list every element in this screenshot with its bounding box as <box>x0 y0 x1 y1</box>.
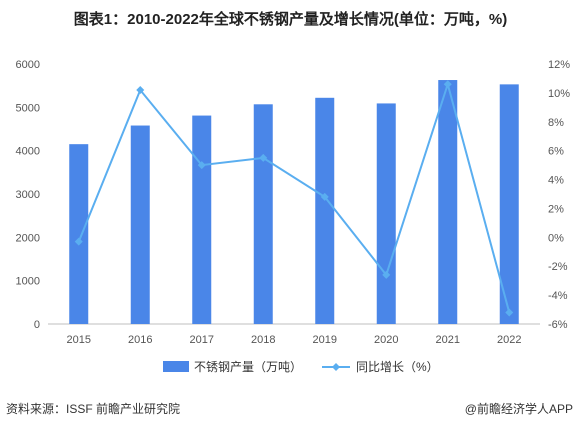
y-right-tick-label: 2% <box>548 203 564 215</box>
y-right-tick-label: 8% <box>548 117 564 129</box>
chart-title: 图表1：2010-2022年全球不锈钢产量及增长情况(单位：万吨，%) <box>73 11 508 28</box>
y-right-tick-label: -4% <box>548 290 568 302</box>
y-right-tick-label: -6% <box>548 319 568 331</box>
legend-bar-label: 不锈钢产量（万吨） <box>194 360 302 374</box>
y-right-tick-label: -2% <box>548 261 568 273</box>
y-left-tick-label: 1000 <box>16 276 40 288</box>
growth-point <box>259 153 268 162</box>
growth-point <box>136 86 145 94</box>
y-right-tick-label: 0% <box>548 232 564 244</box>
bar <box>192 115 212 324</box>
credit-note: @前瞻经济学人APP <box>464 402 573 416</box>
growth-point <box>320 192 329 201</box>
y-left-tick-label: 2000 <box>16 232 40 244</box>
y-left-tick-label: 3000 <box>16 189 40 201</box>
x-tick-label: 2018 <box>251 334 275 346</box>
x-tick-label: 2022 <box>497 334 521 346</box>
bar <box>315 97 335 324</box>
x-tick-label: 2021 <box>436 334 460 346</box>
y-left-tick-label: 0 <box>34 319 40 331</box>
x-tick-label: 2016 <box>128 334 152 346</box>
y-right-tick-label: 10% <box>548 88 570 100</box>
bar <box>130 125 150 325</box>
legend-line-marker <box>332 363 340 371</box>
legend-bar-swatch <box>163 361 189 372</box>
growth-line <box>77 80 511 313</box>
y-left-tick-label: 5000 <box>16 102 40 114</box>
y-right-tick-label: 6% <box>548 146 564 158</box>
growth-point <box>197 161 206 170</box>
x-tick-label: 2017 <box>190 334 214 346</box>
legend-line-label: 同比增长（%） <box>356 360 439 374</box>
bar <box>69 144 89 324</box>
bar <box>438 80 458 325</box>
x-tick-label: 2019 <box>313 334 337 346</box>
growth-point <box>74 237 83 246</box>
growth-point <box>382 270 391 279</box>
y-right-tick-label: 4% <box>548 175 564 187</box>
growth-point <box>443 80 452 89</box>
source-note: 资料来源：ISSF 前瞻产业研究院 <box>6 402 181 416</box>
y-right-tick-label: 12% <box>548 59 570 71</box>
x-tick-label: 2020 <box>374 334 398 346</box>
bar <box>499 84 519 324</box>
bar <box>253 104 273 324</box>
y-left-tick-label: 4000 <box>16 146 40 158</box>
bar <box>376 103 396 324</box>
y-left-tick-label: 6000 <box>16 59 40 71</box>
growth-point <box>505 308 514 317</box>
x-tick-label: 2015 <box>67 334 91 346</box>
